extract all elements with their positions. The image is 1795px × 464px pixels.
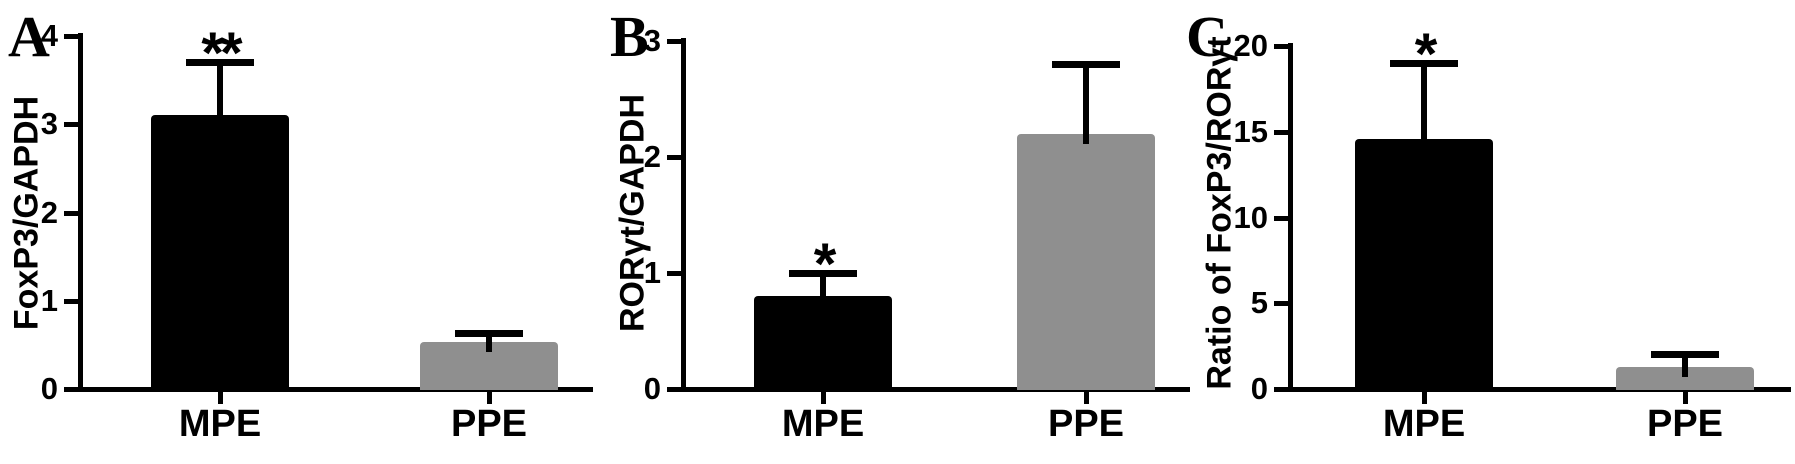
panel-letter: A [8, 4, 50, 69]
y-tick [667, 387, 681, 392]
bar-mpe [1355, 139, 1493, 390]
bar-mpe [754, 296, 892, 390]
y-tick-label: 5 [1250, 285, 1268, 320]
y-tick-label: 3 [643, 23, 661, 58]
error-bar-cap [455, 330, 523, 337]
significance-label: ** [201, 21, 242, 86]
y-tick [64, 299, 78, 304]
error-bar-line [217, 59, 223, 125]
y-tick [1274, 216, 1288, 221]
y-tick-label: 10 [1233, 200, 1268, 235]
x-tick-label-ppe: PPE [1047, 403, 1125, 445]
y-tick [667, 271, 681, 276]
x-tick-label-ppe: PPE [450, 403, 528, 445]
x-axis-line [1288, 387, 1791, 392]
error-bar-cap [186, 59, 254, 66]
y-tick [64, 211, 78, 216]
y-axis-line [681, 38, 686, 392]
error-bar-cap [1651, 351, 1719, 358]
y-tick [64, 122, 78, 127]
y-tick-label: 20 [1233, 28, 1268, 63]
y-tick [667, 155, 681, 160]
x-axis-line [78, 387, 593, 392]
y-tick [64, 34, 78, 39]
y-tick [1274, 301, 1288, 306]
x-axis-line [681, 387, 1190, 392]
y-tick [1274, 44, 1288, 49]
y-tick [1274, 387, 1288, 392]
error-bar-line [1682, 351, 1688, 377]
x-tick-label-mpe: MPE [178, 403, 262, 445]
panel-letter: C [1186, 4, 1228, 69]
y-tick-label: 3 [40, 106, 58, 141]
y-tick-label: 1 [643, 255, 661, 290]
x-tick [1683, 392, 1688, 404]
significance-label: * [813, 232, 837, 297]
bar-mpe [151, 115, 289, 390]
error-bar-line [1421, 60, 1427, 149]
panel-letter: B [610, 4, 649, 69]
bar-ppe [1616, 367, 1754, 390]
y-tick [64, 387, 78, 392]
y-tick-label: 0 [40, 371, 58, 406]
y-tick-label: 0 [643, 371, 661, 406]
y-tick-label: 2 [40, 195, 58, 230]
x-tick [487, 392, 492, 404]
y-tick [667, 39, 681, 44]
error-bar-line [486, 330, 492, 352]
x-tick [1084, 392, 1089, 404]
x-tick [1422, 392, 1427, 404]
y-tick-label: 4 [40, 18, 58, 53]
y-axis-line [78, 33, 83, 392]
error-bar-cap [1052, 61, 1120, 68]
error-bar-cap [1390, 60, 1458, 67]
y-tick-label: 2 [643, 139, 661, 174]
x-tick-label-mpe: MPE [781, 403, 865, 445]
x-tick [218, 392, 223, 404]
y-tick-label: 0 [1250, 371, 1268, 406]
y-tick-label: 15 [1233, 114, 1268, 149]
significance-label: * [1414, 22, 1438, 87]
y-axis-line [1288, 43, 1293, 392]
y-tick-label: 1 [40, 283, 58, 318]
error-bar-line [820, 270, 826, 306]
error-bar-cap [789, 270, 857, 277]
y-tick [1274, 130, 1288, 135]
x-tick-label-mpe: MPE [1382, 403, 1466, 445]
x-tick [821, 392, 826, 404]
error-bar-line [1083, 61, 1089, 144]
bar-ppe [1017, 134, 1155, 390]
x-tick-label-ppe: PPE [1646, 403, 1724, 445]
